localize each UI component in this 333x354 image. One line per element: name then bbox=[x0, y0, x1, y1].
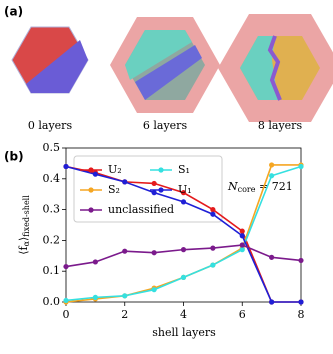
data-point bbox=[239, 228, 245, 234]
hexagon-image bbox=[110, 17, 220, 113]
data-point bbox=[122, 248, 128, 254]
legend-label: U₂ bbox=[108, 163, 122, 176]
legend-marker bbox=[88, 207, 94, 213]
x-tick-label: 8 bbox=[298, 308, 305, 321]
data-point bbox=[151, 250, 157, 256]
hexagon-image bbox=[11, 26, 89, 94]
y-tick-label: 0.1 bbox=[43, 264, 61, 277]
data-point bbox=[180, 247, 187, 253]
data-point bbox=[269, 254, 275, 260]
x-tick-label: 6 bbox=[239, 308, 246, 321]
y-axis-label: ⟨fα⟩fixed-shell bbox=[17, 195, 31, 255]
legend-label: S₂ bbox=[108, 183, 120, 196]
legend-marker bbox=[88, 167, 94, 173]
data-point bbox=[180, 199, 187, 205]
y-tick-label: 0.2 bbox=[43, 233, 61, 246]
panel-label: (b) bbox=[4, 150, 24, 164]
data-point bbox=[151, 190, 157, 196]
y-label-part: α bbox=[22, 240, 31, 246]
data-point bbox=[239, 242, 245, 248]
legend-label: S₁ bbox=[178, 163, 190, 176]
data-point bbox=[269, 299, 275, 305]
annotation-part: = 721 bbox=[255, 180, 292, 193]
data-point bbox=[122, 293, 128, 299]
legend-marker bbox=[88, 187, 94, 193]
legend-marker bbox=[158, 187, 164, 193]
x-tick-label: 0 bbox=[63, 308, 70, 321]
data-point bbox=[63, 163, 69, 170]
data-point bbox=[151, 180, 157, 187]
caption: 6 layers bbox=[143, 119, 188, 132]
data-point bbox=[298, 257, 304, 264]
data-point bbox=[92, 171, 98, 177]
legend-marker bbox=[158, 167, 164, 173]
y-label-part: ⟩ bbox=[17, 237, 30, 241]
hexagon-image bbox=[218, 14, 333, 122]
data-point bbox=[269, 173, 275, 179]
annotation-part: core bbox=[238, 185, 256, 194]
y-label-part: fixed-shell bbox=[22, 195, 31, 237]
data-point bbox=[92, 294, 98, 300]
x-axis-label: shell layers bbox=[152, 326, 216, 339]
y-tick-label: 0.0 bbox=[43, 295, 61, 308]
data-point bbox=[63, 263, 69, 270]
panel-label: (a) bbox=[4, 5, 23, 19]
data-point bbox=[239, 247, 245, 253]
x-tick-label: 2 bbox=[121, 308, 128, 321]
data-point bbox=[210, 211, 216, 217]
data-point bbox=[122, 179, 128, 185]
legend-label: U₁ bbox=[178, 183, 192, 196]
data-point bbox=[298, 163, 304, 170]
y-tick-label: 0.5 bbox=[43, 141, 61, 154]
data-point bbox=[151, 287, 157, 293]
data-point bbox=[92, 259, 98, 265]
legend-label: unclassified bbox=[108, 203, 174, 216]
caption: 0 layers bbox=[28, 119, 73, 132]
y-tick-label: 0.4 bbox=[43, 172, 61, 185]
data-point bbox=[269, 162, 275, 168]
caption: 8 layers bbox=[258, 119, 303, 132]
data-point bbox=[210, 262, 216, 268]
annotation: Ncore = 721 bbox=[227, 180, 293, 194]
data-point bbox=[210, 245, 216, 251]
annotation-part: N bbox=[227, 180, 238, 193]
data-point bbox=[63, 297, 69, 304]
data-point bbox=[180, 274, 187, 280]
x-tick-label: 4 bbox=[180, 308, 187, 321]
legend-box bbox=[73, 155, 223, 223]
y-tick-label: 0.3 bbox=[43, 203, 61, 216]
data-point bbox=[180, 190, 187, 196]
data-point bbox=[298, 299, 304, 305]
y-label-part: ⟨f bbox=[17, 246, 30, 255]
data-point bbox=[239, 233, 245, 239]
data-point bbox=[210, 207, 216, 213]
